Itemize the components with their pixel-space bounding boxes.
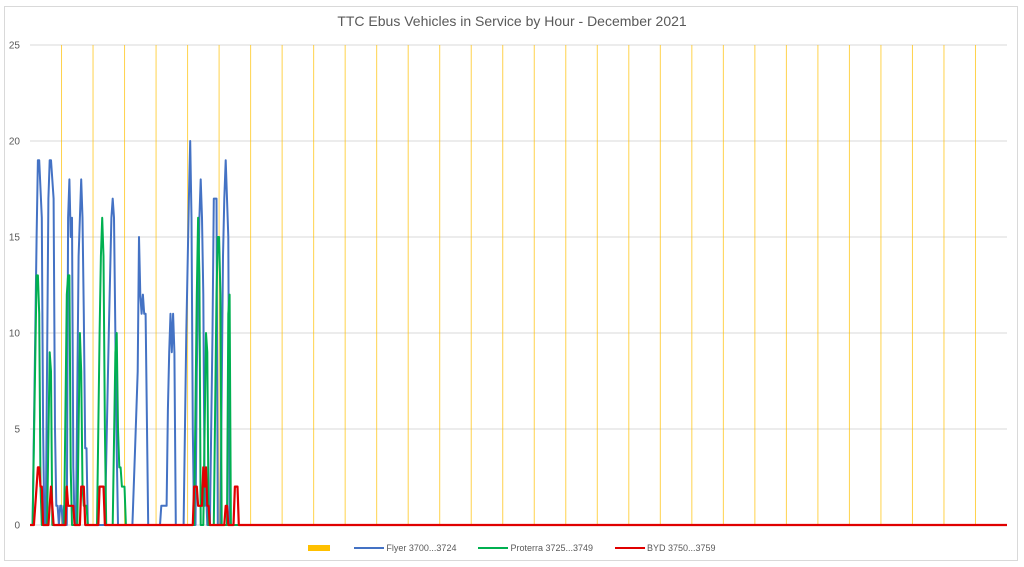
y-tick-label: 15 [9,233,21,244]
legend-swatch-flyer [354,547,385,549]
legend-item-proterra: Proterra 3725...3749 [478,543,593,553]
y-tick-label: 0 [14,521,20,532]
chart-legend: Flyer 3700...3724 Proterra 3725...3749 B… [0,541,1024,555]
legend-label-flyer: Flyer 3700...3724 [386,543,457,553]
legend-swatch-day-marker [308,545,331,551]
y-tick-label: 20 [9,137,21,148]
y-tick-label: 10 [9,329,21,340]
y-tick-label: 25 [9,41,21,52]
data-series [30,140,1007,527]
legend-swatch-proterra [478,547,509,549]
legend-label-proterra: Proterra 3725...3749 [510,543,594,553]
legend-item-flyer: Flyer 3700...3724 [354,543,456,553]
legend-label-byd: BYD 3750...3759 [647,543,716,553]
legend-swatch-byd [615,547,646,549]
horizontal-gridlines [30,44,1007,526]
proterra-series-line [30,216,1007,526]
y-axis-tick-labels: 0 5 10 15 20 25 [9,41,21,532]
chart-title: TTC Ebus Vehicles in Service by Hour - D… [337,13,687,29]
day-marker-lines [61,45,976,525]
byd-series-line [30,466,1007,527]
legend-item-byd: BYD 3750...3759 [615,543,716,553]
y-tick-label: 5 [14,425,20,436]
legend-item-day-marker [308,545,332,551]
